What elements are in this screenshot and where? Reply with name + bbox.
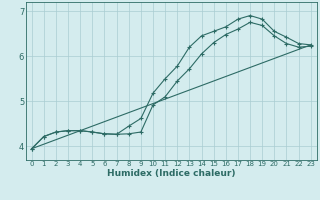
X-axis label: Humidex (Indice chaleur): Humidex (Indice chaleur) bbox=[107, 169, 236, 178]
